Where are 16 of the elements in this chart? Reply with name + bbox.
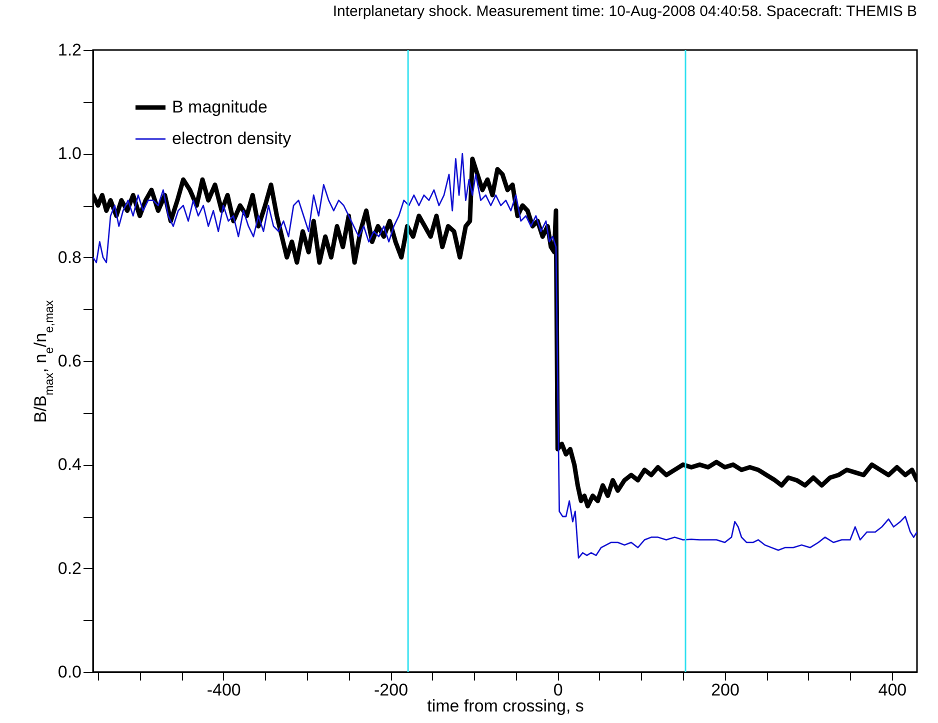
y-tick-label: 0.0 xyxy=(58,662,82,682)
x-tick-label: 400 xyxy=(878,680,907,700)
x-tick-label: 0 xyxy=(553,680,563,700)
y-tick-label: 0.2 xyxy=(58,558,82,578)
x-tick-label: -400 xyxy=(206,680,241,700)
y-tick-label: 0.4 xyxy=(58,455,82,474)
y-tick-label: 0.8 xyxy=(58,248,82,267)
chart-title: Interplanetary shock. Measurement time: 10-Aug-2008 04:40:58. Spacecraft: THEMIS B xyxy=(332,3,917,20)
y-tick-label: 0.6 xyxy=(58,352,82,370)
x-tick-label: -200 xyxy=(374,680,408,700)
legend-label: B magnitude xyxy=(172,98,268,116)
x-tick-label: 200 xyxy=(711,680,740,700)
x-axis-title: time from crossing, s xyxy=(427,696,584,716)
y-tick-label: 1.0 xyxy=(58,144,82,164)
y-tick-label: 1.2 xyxy=(58,40,82,60)
legend-label: electron density xyxy=(172,129,292,148)
